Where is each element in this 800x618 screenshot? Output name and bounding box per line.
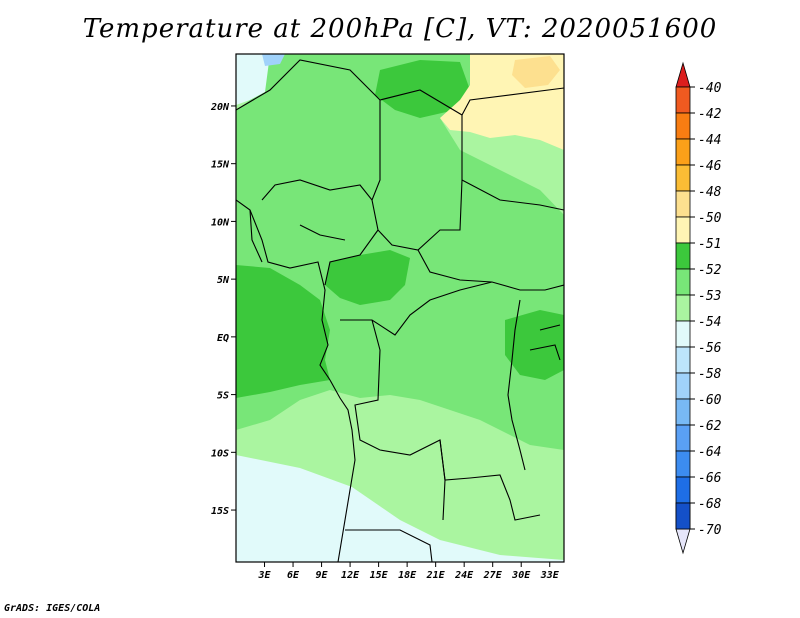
colorbar-label: -58 [698,367,722,382]
colorbar-segment [675,502,691,530]
colorbar-segment [675,398,691,426]
colorbar-label: -52 [698,263,722,278]
colorbar-label: -50 [698,211,722,226]
colorbar: -40 -42 -44 -46 -48 -50 -51 -52 -53 -54 -56 -58 -60 -… [675,61,722,555]
colorbar-label: -48 [698,185,722,200]
border-drc [340,281,541,521]
colorbar-segment [675,346,691,374]
border-sudan [461,87,564,211]
lon-label: 15E [370,570,389,581]
border-angola-south [345,439,446,562]
colorbar-segment [675,112,691,140]
colorbar-bottom-arrow [675,528,691,555]
field-pale-yellow [512,56,560,88]
colorbar-label: -46 [698,159,722,174]
lon-label: 18E [398,570,417,581]
border-chad [371,89,463,251]
colorbar-segment [675,268,691,296]
colorbar-label: -51 [698,237,721,252]
lon-label: 27E [483,570,503,581]
colorbar-label: -64 [698,445,721,460]
border-niger [236,59,381,111]
colorbar-segment [675,294,691,322]
colorbar-segment [675,164,691,192]
lat-label: 5S [217,391,229,402]
lat-label: 5N [217,275,230,286]
lon-label: 3E [257,570,271,581]
colorbar-top-arrow [675,61,691,88]
border-nigeria [249,209,263,263]
lon-label: 30E [511,570,531,581]
colorbar-segment [675,86,691,114]
colorbar-segment [675,216,691,244]
colorbar-label: -68 [698,497,722,512]
field-light-blue [262,54,285,66]
lat-label: EQ [217,333,229,344]
colorbar-label: -60 [698,393,722,408]
map-frame [235,53,565,563]
colorbar-segment [675,476,691,504]
colorbar-label: -62 [698,419,722,434]
field-cyan [236,455,564,562]
colorbar-segment [675,242,691,270]
colorbar-label: -56 [698,341,722,356]
longitude-axis: 3E 6E 9E 12E 15E 18E 21E 24E 27E 30E 33E [257,562,560,581]
colorbar-segment [675,372,691,400]
lon-label: 9E [316,570,329,581]
field-dark-green-center [325,250,410,305]
lat-label: 20N [210,102,230,113]
colorbar-label: -66 [698,471,722,486]
colorbar-label: -70 [698,523,722,538]
country-borders [236,59,564,562]
colorbar-label: -42 [698,107,722,122]
credit-text: GrADS: IGES/COLA [4,603,101,614]
lon-label: 24E [454,570,474,581]
lat-label: 10N [211,217,230,228]
lon-label: 12E [341,570,360,581]
colorbar-label: -40 [698,81,722,96]
colorbar-segment [675,424,691,452]
lon-label: 33E [540,570,560,581]
lat-label: 15N [211,160,230,171]
latitude-axis: 20N 15N 10N 5N EQ 5S 10S 15S [210,102,236,517]
lat-label: 15S [211,506,229,517]
colorbar-segment [675,138,691,166]
colorbar-segment [675,450,691,478]
border-cameroon [261,179,373,241]
lon-label: 6E [287,570,300,581]
map-title: Temperature at 200hPa [C], VT: 202005160… [82,14,718,44]
lat-label: 10S [211,448,229,459]
colorbar-segment [675,320,691,348]
colorbar-label: -54 [698,315,721,330]
temperature-field [236,54,564,562]
lon-label: 21E [426,570,446,581]
field-dark-green-north [375,60,470,118]
field-dark-green-west [236,265,330,398]
border-east-lakes [507,299,561,471]
colorbar-label: -44 [698,133,721,148]
colorbar-segment [675,190,691,218]
border-west-coast [236,199,356,562]
colorbar-label: -53 [698,289,721,304]
